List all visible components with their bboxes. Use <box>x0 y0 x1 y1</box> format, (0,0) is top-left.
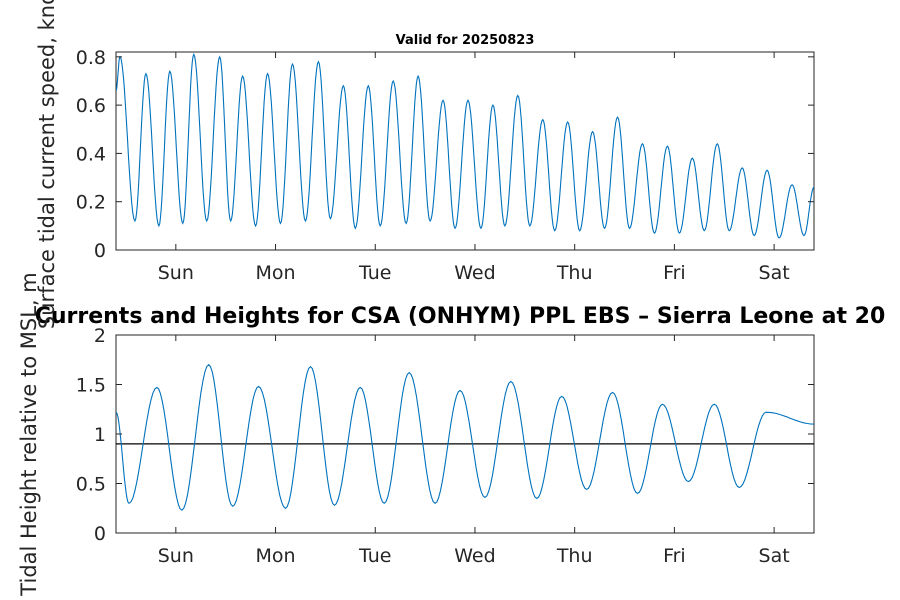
ytick-label: 0 <box>94 523 106 545</box>
y-axis-label-bottom: Tidal Height relative to MSL, m <box>17 272 41 596</box>
xtick-label: Sat <box>759 545 790 567</box>
ytick-label: 0.2 <box>76 192 106 214</box>
xtick-label: Sat <box>759 262 790 284</box>
xtick-label: Sun <box>158 262 194 284</box>
axes-box-top <box>115 51 815 251</box>
axes-top: 0 0.2 0.4 0.6 0.8 Sun Mon Tue Wed Thu Fri Sat Surfac… <box>35 0 815 329</box>
xtick-label: Tue <box>358 545 391 567</box>
xtick-label: Fri <box>663 545 686 567</box>
ytick-label: 2 <box>94 325 106 347</box>
ytick-label: 1 <box>94 424 106 446</box>
y-axis-label-top: Surface tidal current speed, knots <box>35 0 59 329</box>
ytick-label: 0 <box>94 240 106 262</box>
series-line-top <box>116 52 814 239</box>
ytick-label: 0.8 <box>76 47 106 69</box>
axes-bottom: 0 0.5 1 1.5 2 Sun Mon Tue Wed Thu Fri Sat Tidal Heig… <box>17 272 885 596</box>
chart-title-bottom: Currents and Heights for CSA (ONHYM) PPL… <box>35 304 886 329</box>
xtick-label: Tue <box>358 262 391 284</box>
ytick-label: 0.6 <box>76 95 106 117</box>
xtick-label: Fri <box>663 262 686 284</box>
ytick-label: 0.5 <box>76 474 106 496</box>
ytick-label: 1.5 <box>76 375 106 397</box>
xtick-label: Thu <box>556 262 593 284</box>
xtick-label: Mon <box>256 262 296 284</box>
xtick-label: Sun <box>158 545 194 567</box>
xtick-label: Mon <box>256 545 296 567</box>
ytick-label: 0.4 <box>76 143 106 165</box>
axes-box-bottom <box>115 334 815 534</box>
chart-title-top: Valid for 20250823 <box>396 33 535 48</box>
xtick-label: Wed <box>454 262 495 284</box>
xtick-label: Wed <box>454 545 495 567</box>
series-line-bottom <box>116 363 814 511</box>
xtick-label: Thu <box>556 545 593 567</box>
